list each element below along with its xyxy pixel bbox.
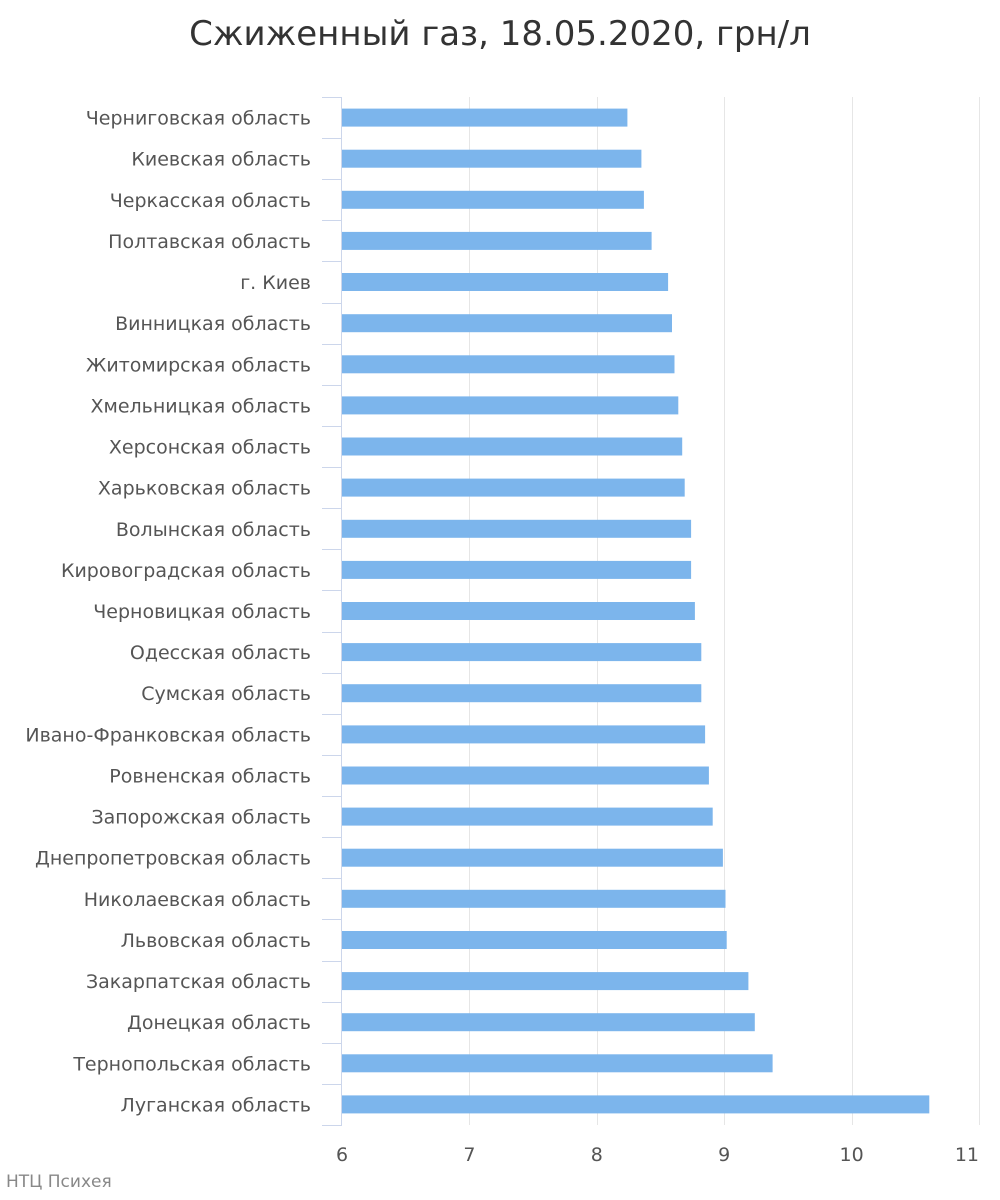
bar xyxy=(342,437,683,456)
bar xyxy=(342,1095,930,1114)
category-label: Донецкая область xyxy=(127,1012,311,1034)
bar xyxy=(342,848,723,867)
credit-text: НТЦ Психея xyxy=(6,1172,112,1192)
bar xyxy=(342,766,709,785)
category-label: Харьковская область xyxy=(98,478,311,500)
category-label: Тернопольская область xyxy=(72,1053,311,1075)
category-axis xyxy=(322,97,342,1126)
bar xyxy=(342,1013,755,1032)
tick-label: 11 xyxy=(955,1144,979,1166)
tick-label: 8 xyxy=(591,1144,603,1166)
bar xyxy=(342,355,675,374)
tick-labels: 6 7 8 9 10 11 xyxy=(336,1144,979,1166)
bar xyxy=(342,1054,773,1073)
tick-label: 7 xyxy=(463,1144,475,1166)
bar xyxy=(342,602,695,620)
category-label: Житомирская область xyxy=(86,354,311,376)
bar xyxy=(342,149,642,168)
bar xyxy=(342,684,702,703)
category-labels: Черниговская область Киевская область Черк… xyxy=(25,108,311,1117)
category-label: Ивано-Франковская область xyxy=(25,724,311,746)
bar xyxy=(342,972,749,991)
category-label: Киевская область xyxy=(131,149,311,171)
category-label: Хмельницкая область xyxy=(90,395,311,417)
category-label: Херсонская область xyxy=(109,437,311,459)
category-label: Черкасская область xyxy=(110,190,311,212)
bar xyxy=(342,725,706,744)
bar xyxy=(342,396,679,415)
category-label: Черновицкая область xyxy=(93,601,311,623)
category-label: Винницкая область xyxy=(115,313,311,335)
bars xyxy=(342,108,930,1114)
category-label: Ровненская область xyxy=(109,766,311,788)
category-label: Черниговская область xyxy=(86,108,311,130)
bar xyxy=(342,231,652,250)
category-label: Львовская область xyxy=(121,930,311,952)
bar xyxy=(342,108,628,127)
bar xyxy=(342,560,692,579)
category-label: Одесская область xyxy=(130,642,311,664)
tick-label: 9 xyxy=(718,1144,730,1166)
tick-label: 10 xyxy=(840,1144,864,1166)
category-label: Запорожская область xyxy=(91,807,311,829)
category-label: Закарпатская область xyxy=(86,971,311,993)
category-label: Николаевская область xyxy=(84,889,311,911)
tick-label: 6 xyxy=(336,1144,348,1166)
bar xyxy=(342,190,644,209)
bar xyxy=(342,478,685,497)
category-label: г. Киев xyxy=(240,272,311,294)
bar xyxy=(342,314,672,333)
category-label: Сумская область xyxy=(141,683,311,705)
bar xyxy=(342,273,669,291)
category-label: Днепропетровская область xyxy=(35,848,311,870)
category-label: Полтавская область xyxy=(108,231,311,253)
bar xyxy=(342,889,726,908)
chart-title: Сжиженный газ, 18.05.2020, грн/л xyxy=(189,14,811,54)
bar xyxy=(342,519,692,538)
bar xyxy=(342,643,702,662)
category-label: Луганская область xyxy=(121,1094,311,1116)
bar xyxy=(342,931,727,949)
bar xyxy=(342,807,713,826)
category-label: Волынская область xyxy=(116,519,311,541)
category-label: Кировоградская область xyxy=(61,560,311,582)
